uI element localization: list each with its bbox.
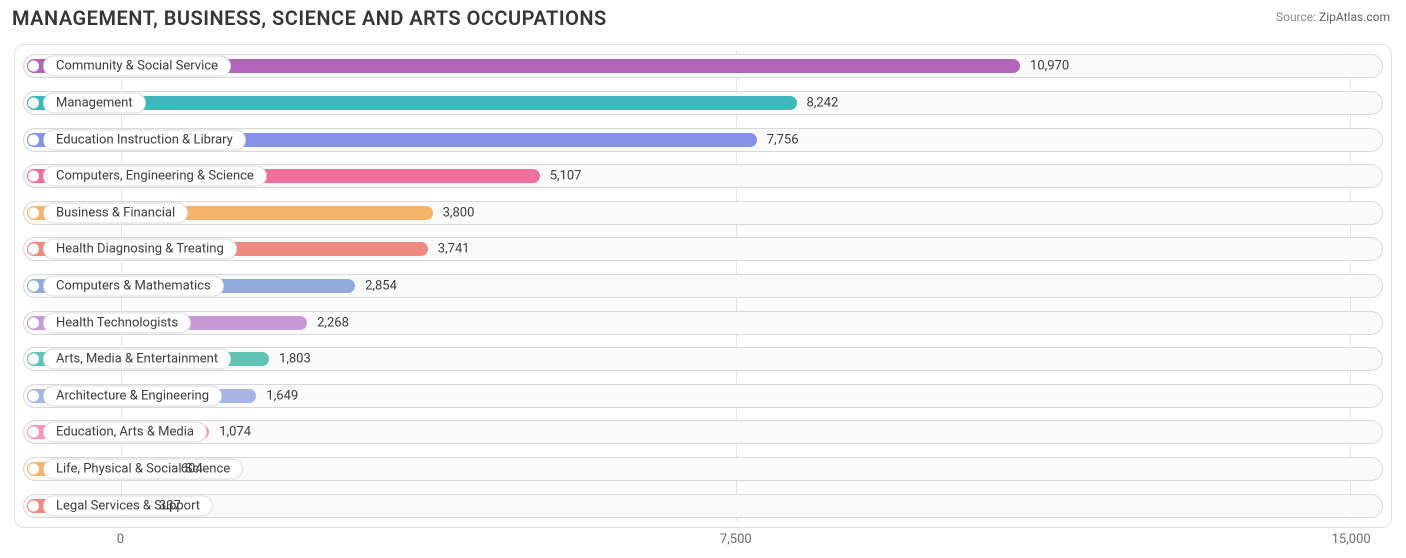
bar-row: Architecture & Engineering 1,649	[23, 380, 1383, 411]
category-label: Computers & Mathematics	[43, 275, 224, 296]
bar-value: 10,970	[1030, 59, 1069, 74]
category-label: Health Diagnosing & Treating	[43, 239, 237, 260]
plot-area: Community & Social Service 10,970 Manageme…	[23, 51, 1383, 521]
bar-row: Education, Arts & Media 1,074	[23, 417, 1383, 448]
category-label: Education Instruction & Library	[43, 129, 246, 150]
bar-rows: Community & Social Service 10,970 Manageme…	[23, 51, 1383, 521]
bar-value: 337	[159, 498, 181, 513]
bar-value: 3,800	[443, 205, 475, 220]
bar-value: 7,756	[767, 132, 799, 147]
bar-row: Computers, Engineering & Science 5,107	[23, 161, 1383, 192]
bar-row: Community & Social Service 10,970	[23, 51, 1383, 82]
bar-row: Health Diagnosing & Treating 3,741	[23, 234, 1383, 265]
bar-cap	[28, 280, 39, 291]
bar-cap	[28, 134, 39, 145]
bar-row: Education Instruction & Library 7,756	[23, 124, 1383, 155]
bar-row: Health Technologists 2,268	[23, 307, 1383, 338]
bar-cap	[28, 500, 39, 511]
bar-cap	[28, 390, 39, 401]
source-attribution: Source: ZipAtlas.com	[1276, 10, 1390, 24]
bar-value: 8,242	[807, 95, 839, 110]
bar-cap	[28, 464, 39, 475]
bar-row: Arts, Media & Entertainment 1,803	[23, 344, 1383, 375]
bar-value: 604	[181, 462, 203, 477]
bar-value: 1,803	[279, 352, 311, 367]
bar-row: Management 8,242	[23, 88, 1383, 119]
source-label: Source:	[1276, 10, 1316, 24]
category-label: Computers, Engineering & Science	[43, 166, 267, 187]
category-label: Arts, Media & Entertainment	[43, 349, 231, 370]
x-axis: 0 7,500 15,000	[14, 532, 1392, 552]
bar-cap	[28, 207, 39, 218]
bar-cap	[28, 427, 39, 438]
category-label: Business & Financial	[43, 202, 188, 223]
bar-cap	[28, 171, 39, 182]
bar-cap	[28, 97, 39, 108]
bar-value: 2,854	[365, 278, 397, 293]
x-tick: 15,000	[1332, 532, 1371, 547]
bar-cap	[28, 61, 39, 72]
bar-row: Life, Physical & Social Science604	[23, 454, 1383, 485]
x-tick: 0	[117, 532, 124, 547]
category-label: Health Technologists	[43, 312, 191, 333]
bar-value: 1,074	[219, 425, 251, 440]
category-label: Legal Services & Support	[43, 495, 213, 516]
bar-cap	[28, 317, 39, 328]
category-label: Education, Arts & Media	[43, 422, 207, 443]
category-label: Architecture & Engineering	[43, 385, 222, 406]
bar-value: 5,107	[550, 169, 582, 184]
bar-row: Business & Financial 3,800	[23, 197, 1383, 228]
bar-track	[23, 494, 1383, 518]
bar-value: 2,268	[317, 315, 349, 330]
bar-row: Computers & Mathematics 2,854	[23, 271, 1383, 302]
chart-area: Community & Social Service 10,970 Manageme…	[14, 44, 1392, 528]
bar-value: 3,741	[438, 242, 470, 257]
bar-cap	[28, 244, 39, 255]
x-tick: 7,500	[720, 532, 752, 547]
category-label: Management	[43, 92, 146, 113]
bar-value: 1,649	[266, 388, 298, 403]
category-label: Community & Social Service	[43, 56, 231, 77]
category-label: Life, Physical & Social Science	[43, 459, 243, 480]
source-value: ZipAtlas.com	[1319, 10, 1390, 24]
bar-row: Legal Services & Support337	[23, 490, 1383, 521]
chart-title: MANAGEMENT, BUSINESS, SCIENCE AND ARTS O…	[12, 6, 607, 30]
bar-cap	[28, 354, 39, 365]
